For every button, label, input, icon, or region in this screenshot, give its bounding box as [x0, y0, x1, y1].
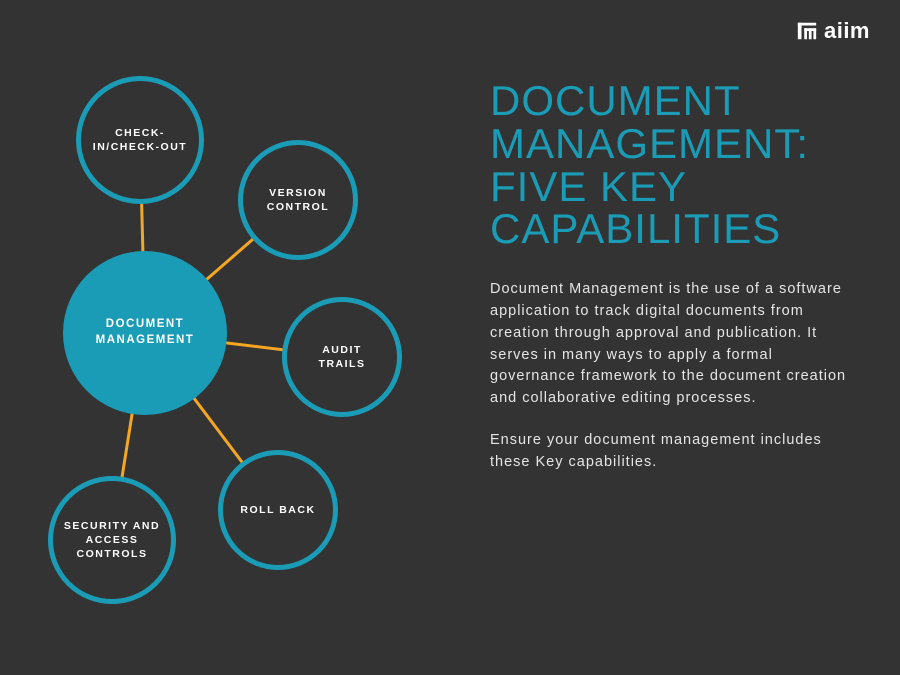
page-title: DOCUMENT MANAGEMENT: FIVE KEY CAPABILITI… — [490, 80, 860, 251]
outer-node-checkin: CHECK-IN/CHECK-OUT — [76, 76, 204, 204]
logo: aiim — [796, 18, 870, 44]
paragraph-2: Ensure your document management includes… — [490, 430, 860, 474]
center-node-label: DOCUMENT MANAGEMENT — [63, 317, 227, 348]
outer-node-label: SECURITY AND ACCESS CONTROLS — [53, 519, 171, 562]
outer-node-label: VERSION CONTROL — [243, 186, 353, 214]
text-block: DOCUMENT MANAGEMENT: FIVE KEY CAPABILITI… — [490, 80, 860, 493]
logo-mark-icon — [796, 20, 818, 42]
outer-node-security: SECURITY AND ACCESS CONTROLS — [48, 476, 176, 604]
center-node: DOCUMENT MANAGEMENT — [63, 251, 227, 415]
outer-node-version: VERSION CONTROL — [238, 140, 358, 260]
body-text: Document Management is the use of a soft… — [490, 279, 860, 473]
outer-node-audit: AUDIT TRAILS — [282, 297, 402, 417]
logo-text: aiim — [824, 18, 870, 44]
outer-node-label: AUDIT TRAILS — [287, 343, 397, 371]
paragraph-1: Document Management is the use of a soft… — [490, 279, 860, 410]
diagram-area: DOCUMENT MANAGEMENT CHECK-IN/CHECK-OUT VER… — [0, 0, 480, 675]
outer-node-rollback: ROLL BACK — [218, 450, 338, 570]
outer-node-label: ROLL BACK — [230, 503, 325, 517]
outer-node-label: CHECK-IN/CHECK-OUT — [81, 126, 199, 154]
